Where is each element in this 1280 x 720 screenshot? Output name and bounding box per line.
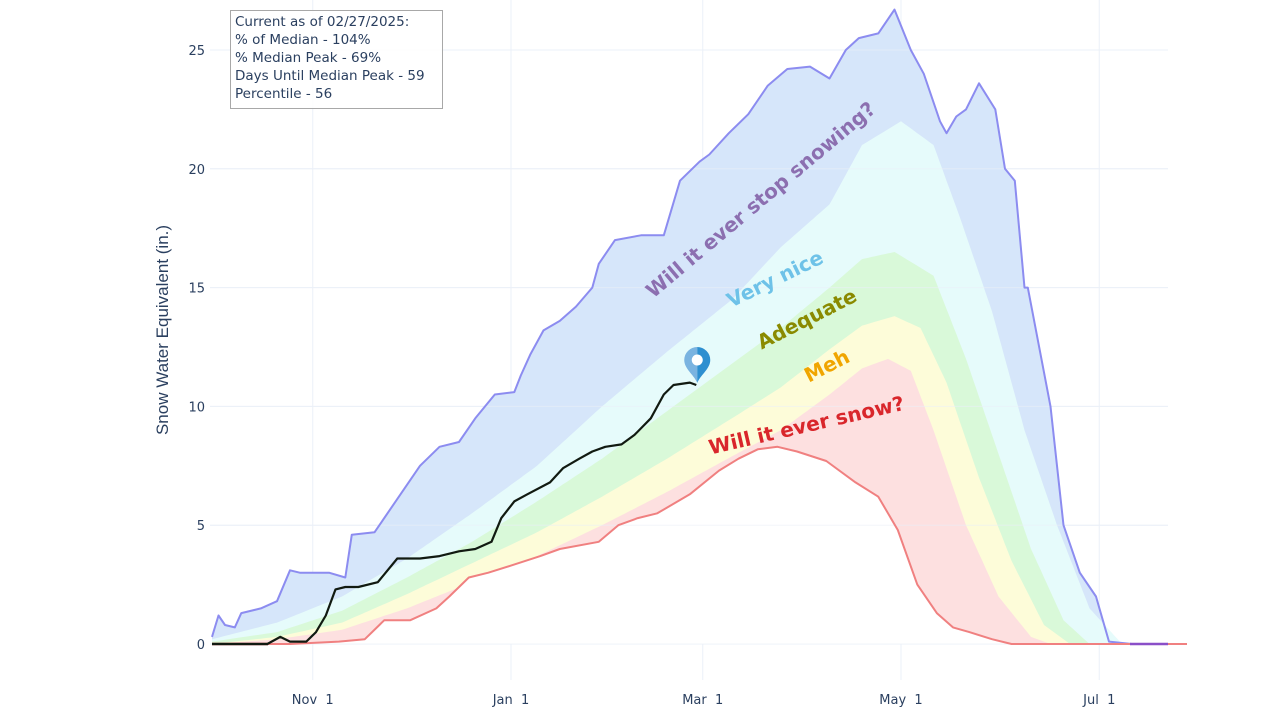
- info-percent-median: % of Median - 104%: [235, 32, 371, 48]
- series-lines: [211, 8, 1187, 646]
- y-tick-label: 20: [188, 163, 205, 178]
- status-info-box: Current as of 02/27/2025: % of Median - …: [230, 10, 443, 109]
- y-tick-label: 25: [188, 44, 205, 59]
- x-tick-label: Jul 1: [1082, 693, 1115, 708]
- y-axis-ticks: 0 5 10 15 20 25: [188, 44, 205, 653]
- info-days-until-peak: Days Until Median Peak - 59: [235, 68, 425, 84]
- x-tick-label: Mar 1: [682, 693, 723, 708]
- below-min-area: [212, 446, 1168, 644]
- y-tick-label: 0: [197, 638, 205, 653]
- y-tick-label: 15: [188, 282, 205, 297]
- min-line: [212, 445, 1187, 645]
- y-tick-label: 10: [188, 400, 205, 415]
- x-tick-label: Jan 1: [492, 693, 530, 708]
- current-location-pin-icon[interactable]: [684, 347, 711, 384]
- y-axis-title: Snow Water Equivalent (in.): [153, 225, 172, 435]
- info-percentile: Percentile - 56: [235, 86, 333, 102]
- max-line: [211, 8, 1187, 645]
- info-current-date: Current as of 02/27/2025:: [235, 14, 410, 30]
- x-tick-label: Nov 1: [292, 693, 334, 708]
- x-axis-ticks: Nov 1 Jan 1 Mar 1 May 1 Jul 1: [292, 693, 1116, 708]
- current-year-line: [212, 381, 697, 646]
- y-tick-label: 5: [197, 519, 205, 534]
- info-percent-median-peak: % Median Peak - 69%: [235, 50, 382, 66]
- x-tick-label: May 1: [879, 693, 922, 708]
